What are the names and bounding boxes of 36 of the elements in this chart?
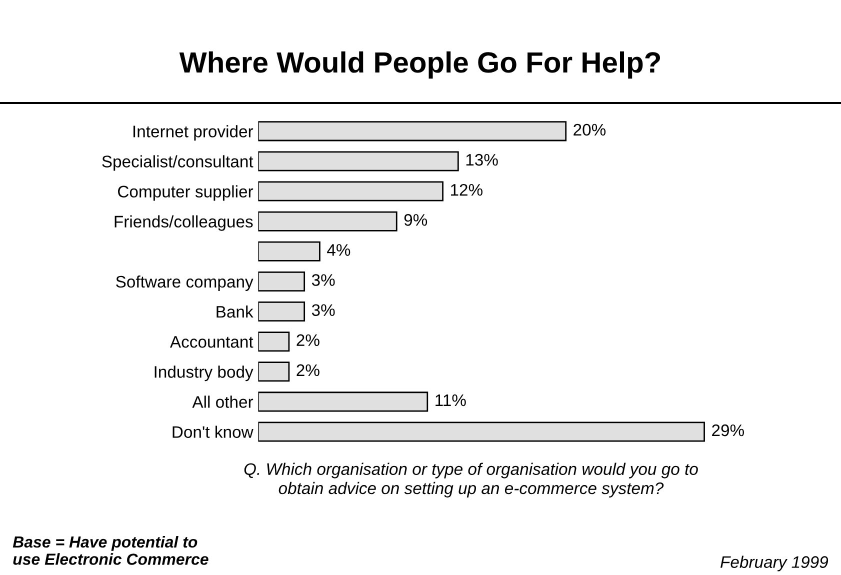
y-tick-label: All other — [192, 396, 254, 408]
y-tick-label: Specialist/consultant — [102, 155, 254, 171]
bar — [258, 181, 444, 202]
bar — [258, 271, 306, 292]
bar — [258, 241, 320, 262]
data-label: 11% — [436, 394, 466, 406]
bar — [258, 362, 290, 382]
text: February 1999 — [720, 556, 828, 572]
data-label: 3% — [312, 274, 335, 286]
y-tick-label: Internet provider — [134, 125, 254, 141]
text: Base = Have potential to use Electronic Commerce — [12, 536, 208, 565]
data-label: 13% — [466, 154, 498, 166]
data-label: 12% — [450, 184, 482, 196]
chart-title: Where Would People Go For Help? — [179, 51, 660, 79]
y-tick-label: Software company — [116, 275, 254, 291]
y-tick-label: Bank — [216, 305, 254, 318]
y-tick-label: Industry body — [154, 366, 254, 382]
data-label: 2% — [296, 364, 320, 376]
bar — [258, 392, 428, 412]
y-tick-label: Friends/colleagues — [114, 215, 253, 231]
bar — [258, 332, 290, 352]
bar — [258, 121, 567, 142]
data-label: 20% — [574, 124, 606, 136]
y-tick-label: Computer supplier — [118, 185, 254, 201]
data-label: 29% — [712, 424, 744, 436]
bar — [258, 151, 459, 172]
data-label: 9% — [404, 214, 428, 226]
y-tick-label: Don't know — [172, 426, 254, 438]
bar — [258, 422, 705, 442]
data-label: 4% — [327, 244, 350, 256]
y-tick-label: Accountant — [170, 336, 254, 348]
bar — [258, 211, 398, 232]
text: Q. Which organisation or type of organisation would you go to obtain advice on setting up an e-commerce system? — [244, 462, 698, 498]
bar — [258, 302, 306, 322]
data-label: 2% — [296, 334, 320, 346]
data-label: 3% — [312, 304, 335, 316]
